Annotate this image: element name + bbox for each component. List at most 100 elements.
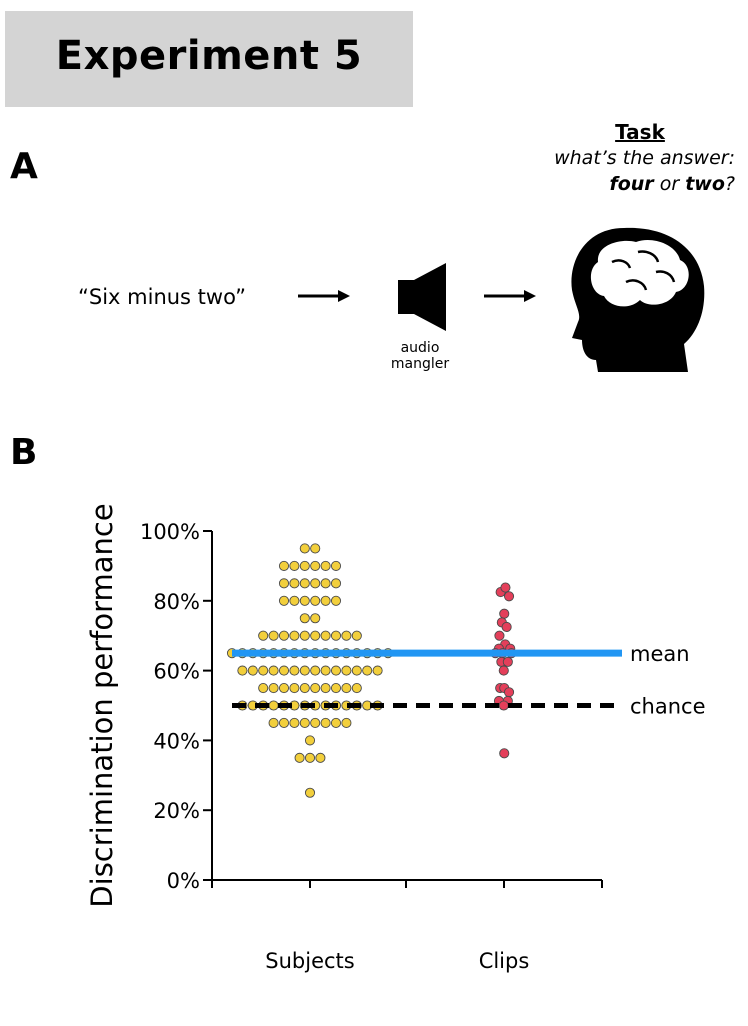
subject-point <box>278 717 290 729</box>
speaker-icon <box>398 263 446 331</box>
subject-point <box>278 560 290 571</box>
subject-point <box>258 665 269 676</box>
subject-point <box>330 683 342 694</box>
subject-point <box>320 578 331 589</box>
subject-point <box>278 630 290 641</box>
y-tick-label: 100% <box>140 520 200 544</box>
clip-point <box>500 582 511 593</box>
arrow-icon <box>298 290 350 302</box>
subject-point <box>310 543 321 554</box>
task-question-suffix: ? <box>724 173 735 195</box>
subject-point <box>299 613 310 624</box>
subject-point <box>351 630 362 641</box>
arrow-icon <box>484 290 536 302</box>
subject-point <box>320 560 331 571</box>
subject-point <box>268 665 279 676</box>
subject-point <box>299 595 310 606</box>
subject-point <box>299 683 310 694</box>
clip-point <box>499 748 510 759</box>
task-connector: or <box>659 173 680 195</box>
head-brain-icon <box>571 227 705 372</box>
subject-point <box>289 578 300 589</box>
subject-point <box>330 665 342 676</box>
subject-point <box>330 578 342 589</box>
clip-point <box>503 687 515 698</box>
subject-point <box>330 717 342 729</box>
subject-point <box>320 665 331 676</box>
task-heading: Task <box>615 120 665 144</box>
subject-point <box>278 665 290 676</box>
subject-point <box>330 560 342 571</box>
subject-point <box>247 665 258 676</box>
clip-point <box>498 700 509 711</box>
subject-point <box>310 630 321 641</box>
subject-point <box>304 735 316 746</box>
subject-point <box>310 683 321 694</box>
subject-point <box>268 683 279 694</box>
clip-point <box>494 630 505 641</box>
y-tick-label: 80% <box>153 590 200 614</box>
subject-point <box>341 665 352 676</box>
subject-point <box>278 595 290 606</box>
subject-point <box>278 683 290 694</box>
clip-point <box>498 665 509 676</box>
subject-point <box>299 665 310 676</box>
subject-point <box>320 717 331 729</box>
subject-point <box>268 717 279 729</box>
subject-point <box>310 613 321 624</box>
subject-point <box>310 560 321 571</box>
subject-point <box>237 665 248 676</box>
task-option-four: four <box>609 173 654 195</box>
task-question: what’s the answer: four or two? <box>495 145 735 197</box>
subject-point <box>320 683 331 694</box>
mean-label: mean <box>630 642 690 666</box>
subject-point <box>289 630 300 641</box>
subject-point <box>289 595 300 606</box>
chart-area: 0% 20% 40% 60% 80% 100% Subjects Clips Discrimin… <box>85 503 706 973</box>
subject-point <box>341 683 352 694</box>
subject-point <box>299 560 310 571</box>
task-option-two: two <box>685 173 725 195</box>
y-tick-label: 40% <box>153 729 200 753</box>
subject-point <box>289 665 300 676</box>
figure-title: Experiment 5 <box>55 33 363 79</box>
mangler-label-line-2: mangler <box>390 356 450 372</box>
x-tick-label: Subjects <box>265 949 354 973</box>
subject-point <box>330 630 342 641</box>
subject-point <box>362 665 373 676</box>
subject-point <box>341 630 352 641</box>
clip-point <box>499 608 510 619</box>
panel-a-label: A <box>10 146 38 187</box>
task-question-prefix: what’s the answer: <box>554 147 735 169</box>
subject-point <box>299 543 310 554</box>
subject-point <box>351 683 362 694</box>
subject-point <box>299 717 310 729</box>
clip-point <box>502 656 513 667</box>
subject-point <box>289 717 300 729</box>
subject-point <box>341 717 352 729</box>
subject-point <box>351 665 362 676</box>
y-tick-label: 60% <box>153 660 200 684</box>
subject-point <box>304 787 316 798</box>
subject-point <box>304 752 316 763</box>
subject-point <box>258 683 269 694</box>
subject-point <box>330 595 342 606</box>
subject-point <box>299 578 310 589</box>
clip-point <box>501 621 512 633</box>
subject-point <box>310 665 321 676</box>
subject-point <box>310 717 321 729</box>
stimulus-quote: “Six minus two” <box>78 285 247 309</box>
subject-point <box>268 700 279 711</box>
y-tick-label: 0% <box>167 869 200 893</box>
subject-point <box>289 560 300 571</box>
subject-point <box>372 665 383 676</box>
subject-point <box>310 595 321 606</box>
subject-point <box>294 752 305 763</box>
subject-point <box>289 683 300 694</box>
panel-b-label: B <box>10 432 38 473</box>
subject-point <box>278 578 290 589</box>
x-tick-label: Clips <box>479 949 530 973</box>
subject-point <box>320 630 331 641</box>
title-banner: Experiment 5 <box>5 11 413 107</box>
